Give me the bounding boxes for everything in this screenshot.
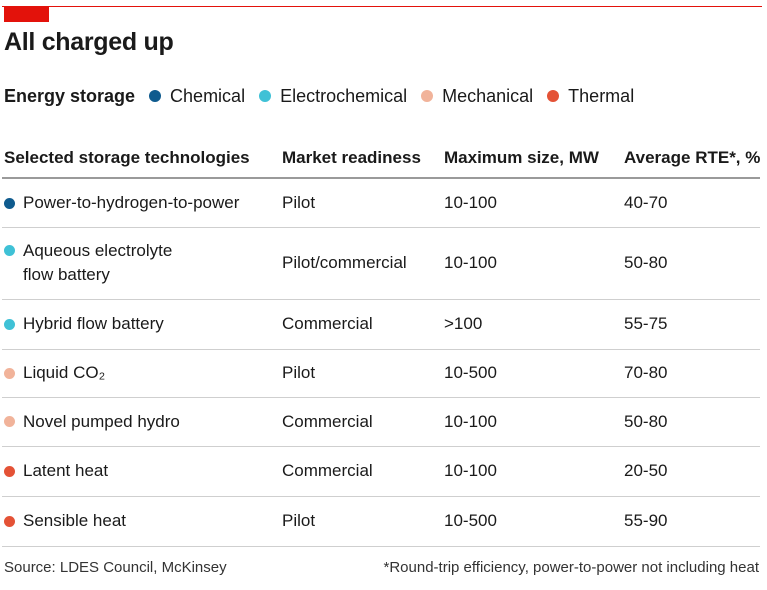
legend-item-thermal: Thermal <box>547 86 634 107</box>
rte-cell: 50-80 <box>624 253 668 272</box>
technology-label: Sensible heat <box>23 509 126 533</box>
row-divider <box>2 397 760 398</box>
legend-item-electrochemical: Electrochemical <box>259 86 407 107</box>
max-size-cell: 10-100 <box>444 411 497 431</box>
technology-label-line: Latent heat <box>23 461 109 480</box>
technology-label: Liquid CO₂ <box>23 361 105 385</box>
technology-label-line: Hybrid flow battery <box>23 314 164 333</box>
max-size-cell: 10-500 <box>444 363 497 382</box>
row-divider <box>2 349 760 350</box>
technology-cell: Aqueous electrolyte flow battery <box>4 227 172 299</box>
technology-label: Hybrid flow battery <box>23 312 164 336</box>
technology-cell: Power-to-hydrogen-to-power <box>4 179 239 227</box>
readiness-cell: Pilot <box>282 511 316 530</box>
category-dot-icon <box>4 367 15 379</box>
technology-label-line: Novel pumped hydro <box>23 411 180 431</box>
column-header-rte: Average RTE*, % <box>624 148 761 167</box>
max-size-cell: 10-500 <box>444 511 497 530</box>
legend-label: Thermal <box>568 85 635 106</box>
column-header-readiness: Market readiness <box>282 148 421 167</box>
row-divider <box>2 496 760 497</box>
category-dot-icon <box>4 197 15 209</box>
readiness-cell: Pilot/commercial <box>282 253 407 272</box>
brand-tag <box>4 6 49 22</box>
rte-cell: 40-70 <box>624 193 668 212</box>
rte-cell: 55-90 <box>624 511 668 530</box>
technology-cell: Latent heat <box>4 446 108 496</box>
row-divider <box>2 446 760 447</box>
technology-label-line: Sensible heat <box>23 511 127 530</box>
technology-label-line: Power-to-hydrogen-to-power <box>23 193 240 212</box>
rte-cell: 55-75 <box>624 314 668 333</box>
category-dot-icon <box>4 245 15 256</box>
electrochemical-dot-icon <box>259 90 272 102</box>
category-dot-icon <box>4 515 15 527</box>
legend-label: Mechanical <box>442 85 534 106</box>
readiness-cell: Pilot <box>282 363 316 382</box>
legend-label: Chemical <box>170 85 246 106</box>
legend-title: Energy storage <box>4 85 136 106</box>
chart-title: All charged up <box>4 28 174 56</box>
technology-cell: Sensible heat <box>4 496 126 546</box>
max-size-cell: 10-100 <box>444 253 497 272</box>
mechanical-dot-icon <box>421 90 434 102</box>
top-rule <box>2 6 762 7</box>
technology-cell: Liquid CO₂ <box>4 349 105 397</box>
legend-item-mechanical: Mechanical <box>421 86 533 107</box>
column-header-technology: Selected storage technologies <box>4 148 250 167</box>
chemical-dot-icon <box>149 90 162 102</box>
technology-label-line: flow battery <box>23 265 110 284</box>
legend-item-chemical: Chemical <box>149 86 245 107</box>
technology-label-line: Liquid CO₂ <box>23 363 106 382</box>
technology-label-line: Aqueous electrolyte <box>23 241 173 260</box>
readiness-cell: Commercial <box>282 314 373 333</box>
technology-label: Novel pumped hydro <box>23 410 180 434</box>
source-note: Source: LDES Council, McKinsey <box>4 559 227 576</box>
rte-cell: 20-50 <box>624 461 668 480</box>
technology-cell: Novel pumped hydro <box>4 397 180 446</box>
max-size-cell: 10-100 <box>444 193 497 212</box>
technology-cell: Hybrid flow battery <box>4 299 164 349</box>
readiness-cell: Commercial <box>282 411 373 431</box>
technology-label: Aqueous electrolyte flow battery <box>23 239 172 287</box>
rte-cell: 70-80 <box>624 363 668 382</box>
max-size-cell: 10-100 <box>444 461 497 480</box>
legend: Energy storage Chemical Electrochemical … <box>4 84 634 108</box>
row-divider <box>2 299 760 300</box>
rte-cell: 50-80 <box>624 411 668 431</box>
footnote: *Round-trip efficiency, power-to-power n… <box>383 559 759 576</box>
row-divider <box>2 227 760 228</box>
technology-label: Power-to-hydrogen-to-power <box>23 191 239 215</box>
category-dot-icon <box>4 416 15 427</box>
category-dot-icon <box>4 465 15 477</box>
legend-label: Electrochemical <box>280 85 408 106</box>
readiness-cell: Pilot <box>282 193 316 212</box>
header-rule <box>2 177 760 179</box>
max-size-cell: >100 <box>444 314 483 333</box>
readiness-cell: Commercial <box>282 461 373 480</box>
technology-label: Latent heat <box>23 459 108 483</box>
column-header-max-size: Maximum size, MW <box>444 148 599 167</box>
thermal-dot-icon <box>547 90 560 102</box>
category-dot-icon <box>4 318 15 330</box>
footer-rule <box>2 546 760 547</box>
